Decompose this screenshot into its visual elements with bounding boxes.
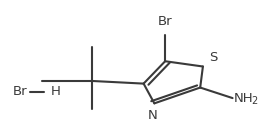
Text: NH: NH [234, 92, 254, 105]
Text: S: S [209, 51, 217, 64]
Text: Br: Br [13, 85, 27, 98]
Text: 2: 2 [251, 96, 257, 106]
Text: N: N [147, 109, 157, 122]
Text: H: H [51, 85, 60, 98]
Text: Br: Br [158, 15, 172, 28]
